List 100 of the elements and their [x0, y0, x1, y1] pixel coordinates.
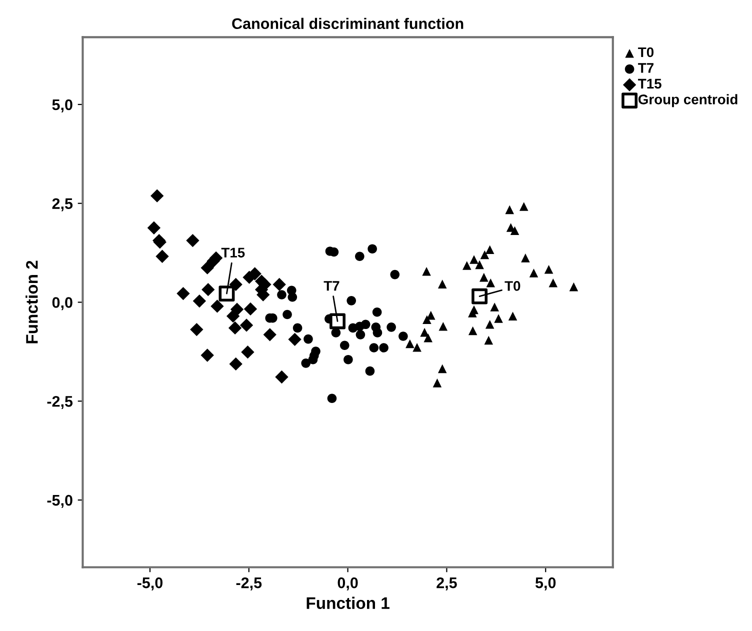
point	[406, 339, 414, 348]
point	[519, 202, 528, 211]
point	[438, 322, 448, 331]
y-tick-label: -5,0	[47, 494, 72, 508]
y-tick-label: 0,0	[52, 297, 72, 310]
point	[569, 282, 578, 292]
point	[355, 252, 364, 262]
point	[263, 328, 276, 342]
x-tick-label: 5,0	[535, 577, 556, 590]
point	[229, 357, 242, 371]
legend-label: T0	[638, 47, 654, 58]
point	[548, 278, 558, 288]
point	[372, 328, 382, 338]
point	[346, 296, 356, 306]
y-tick-label: -2,5	[47, 396, 73, 410]
point	[176, 286, 190, 300]
point	[485, 245, 494, 254]
point	[462, 261, 472, 270]
x-tick-label: 0,0	[338, 577, 358, 590]
point	[275, 370, 288, 384]
point	[248, 267, 262, 280]
point	[475, 260, 484, 270]
point	[438, 280, 447, 288]
annotation: T0	[504, 281, 520, 291]
y-axis-title: Function 2	[26, 260, 38, 344]
point	[372, 307, 382, 317]
point	[282, 310, 292, 320]
point	[505, 205, 514, 214]
point	[240, 318, 254, 332]
point	[424, 333, 433, 342]
point	[480, 250, 490, 260]
point	[301, 358, 311, 368]
point	[292, 323, 302, 333]
point	[485, 320, 494, 329]
point	[244, 302, 258, 316]
point	[544, 265, 554, 274]
point	[150, 189, 164, 202]
point	[200, 261, 214, 274]
point	[365, 366, 375, 376]
point	[147, 221, 161, 234]
point	[272, 278, 286, 292]
point	[288, 292, 298, 302]
point	[200, 348, 214, 362]
x-tick-label: -2,5	[236, 577, 262, 590]
point	[422, 315, 432, 324]
legend-label: T7	[638, 63, 654, 73]
point	[202, 283, 215, 296]
point	[327, 394, 337, 404]
point	[529, 268, 538, 278]
point	[521, 254, 530, 262]
point	[398, 332, 408, 341]
x-axis-title: Function 1	[306, 596, 390, 610]
point	[156, 250, 169, 263]
point	[190, 322, 204, 336]
point	[472, 288, 488, 304]
x-tick-label: 2,5	[436, 577, 457, 590]
point	[288, 332, 302, 346]
point	[508, 312, 518, 320]
annotation: T7	[324, 281, 340, 291]
y-tick-label: 2,5	[52, 198, 73, 212]
point	[186, 234, 200, 248]
point	[192, 294, 206, 308]
point	[490, 302, 499, 312]
point	[379, 343, 388, 352]
point	[432, 378, 442, 388]
point	[390, 270, 400, 280]
point	[369, 343, 379, 352]
point	[310, 350, 319, 360]
legend-label: Group centroid	[638, 94, 738, 108]
point	[480, 272, 488, 282]
y-tick-label: 5,0	[52, 99, 72, 112]
point	[412, 342, 422, 352]
annotation: T15	[221, 248, 245, 258]
point	[468, 308, 477, 318]
point	[218, 286, 235, 302]
point	[210, 300, 224, 313]
point	[206, 254, 220, 268]
chart-title: Canonical discriminant function	[232, 18, 464, 30]
point	[226, 310, 240, 323]
point	[438, 364, 447, 374]
point	[277, 290, 286, 300]
point	[241, 346, 254, 359]
point	[486, 278, 496, 288]
point	[330, 313, 346, 330]
point	[470, 255, 478, 264]
point	[228, 321, 242, 335]
point	[304, 334, 313, 344]
point	[340, 340, 350, 350]
point	[386, 322, 396, 332]
point	[468, 326, 478, 336]
point	[510, 226, 520, 236]
point	[368, 244, 377, 254]
x-tick-label: -5,0	[137, 577, 163, 590]
point	[356, 330, 366, 340]
point	[344, 354, 353, 364]
legend-label: T15	[638, 78, 662, 89]
point	[494, 314, 503, 323]
point	[360, 320, 370, 330]
point	[422, 267, 431, 276]
point	[484, 336, 494, 345]
